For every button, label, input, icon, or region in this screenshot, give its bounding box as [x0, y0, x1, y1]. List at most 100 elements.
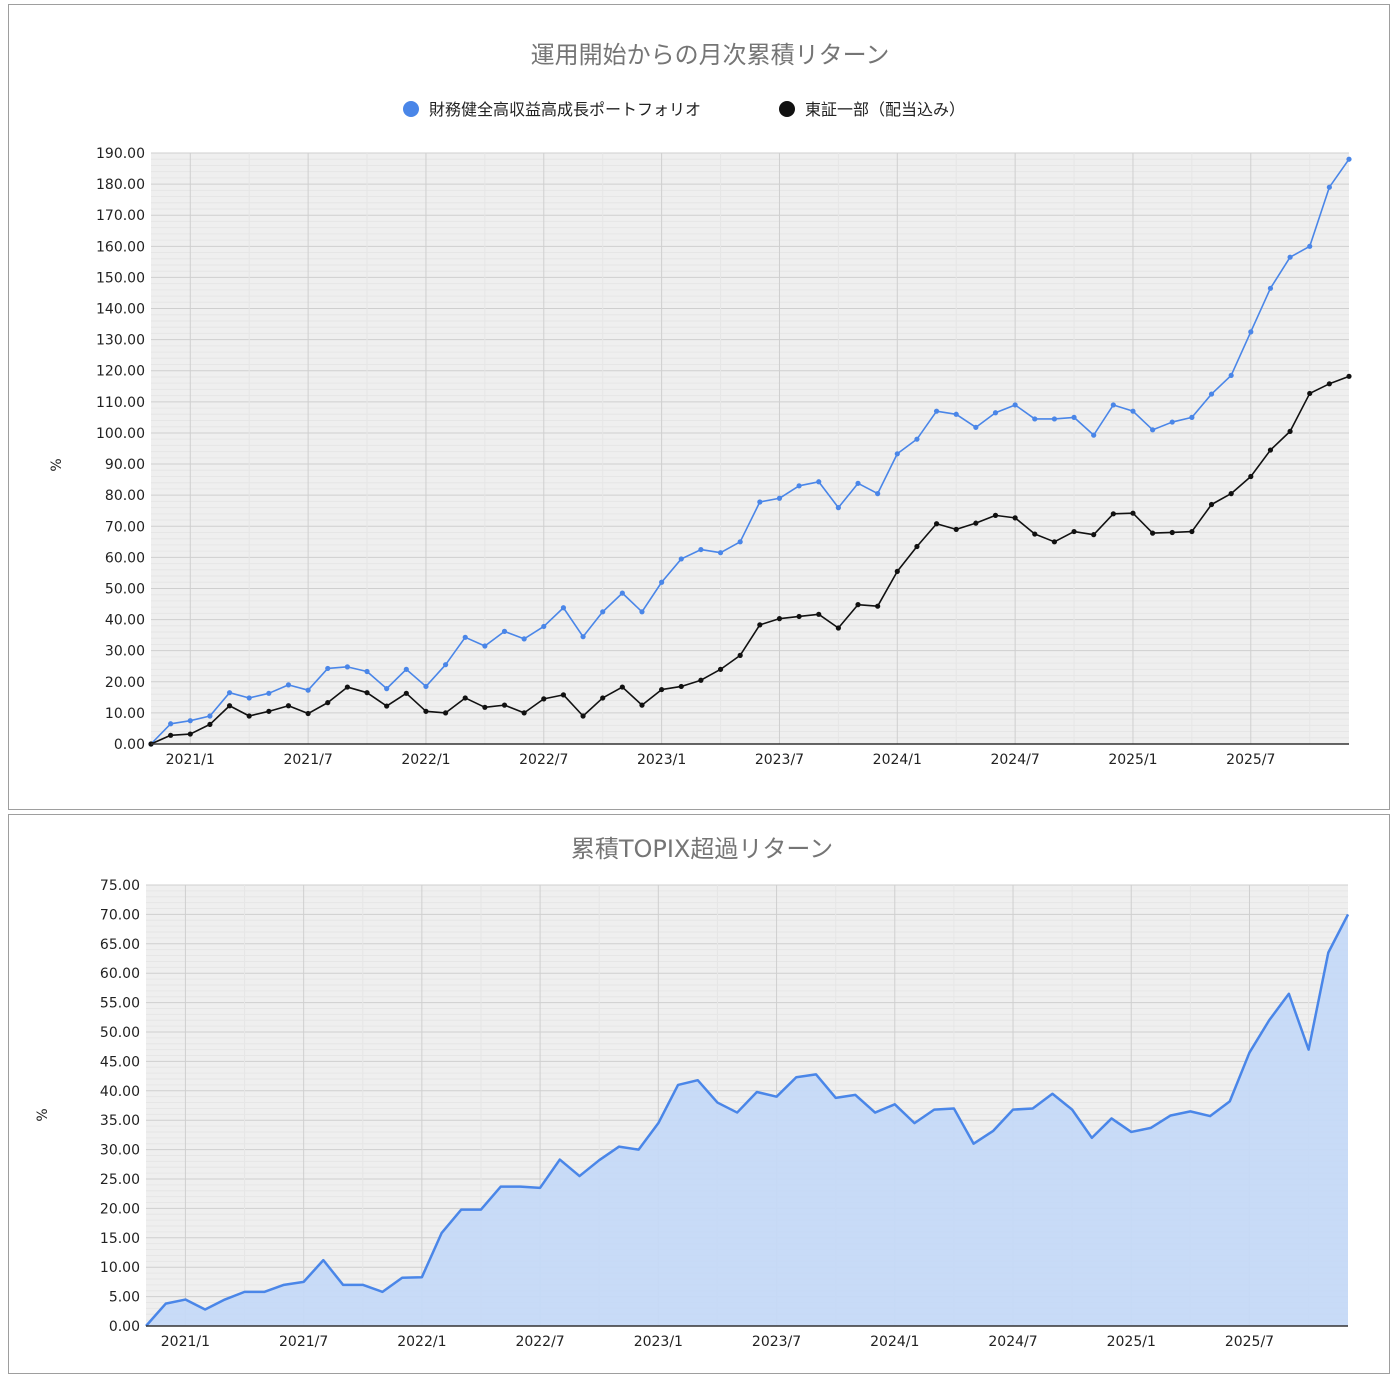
data-point-portfolio[interactable]: [364, 668, 370, 675]
data-point-topix[interactable]: [639, 702, 645, 708]
data-point-portfolio[interactable]: [914, 436, 920, 442]
data-point-portfolio[interactable]: [168, 721, 174, 727]
data-point-topix[interactable]: [1228, 491, 1234, 497]
data-point-portfolio[interactable]: [1051, 416, 1058, 422]
data-point-portfolio[interactable]: [1169, 419, 1175, 425]
data-point-topix[interactable]: [1287, 428, 1293, 434]
data-point-portfolio[interactable]: [1091, 432, 1097, 438]
data-point-topix[interactable]: [816, 611, 822, 617]
data-point-topix[interactable]: [933, 521, 940, 527]
data-point-topix[interactable]: [1208, 501, 1215, 508]
data-point-topix[interactable]: [442, 710, 449, 716]
data-point-topix[interactable]: [207, 721, 213, 728]
data-point-portfolio[interactable]: [1326, 184, 1332, 190]
data-point-portfolio[interactable]: [1150, 427, 1156, 433]
data-point-portfolio[interactable]: [226, 690, 233, 696]
data-point-topix[interactable]: [600, 695, 606, 701]
data-point-topix[interactable]: [482, 704, 488, 710]
data-point-topix[interactable]: [501, 702, 508, 708]
legend[interactable]: 財務健全高収益高成長ポートフォリオ 東証一部（配当込み）: [403, 100, 965, 119]
data-point-topix[interactable]: [580, 713, 586, 719]
data-point-portfolio[interactable]: [521, 636, 527, 642]
data-point-portfolio[interactable]: [1071, 414, 1077, 420]
data-point-portfolio[interactable]: [1130, 408, 1136, 414]
data-point-portfolio[interactable]: [992, 410, 999, 416]
data-point-topix[interactable]: [757, 622, 763, 628]
data-point-portfolio[interactable]: [344, 664, 350, 670]
data-point-topix[interactable]: [973, 520, 979, 526]
data-point-topix[interactable]: [1150, 530, 1156, 536]
data-point-topix[interactable]: [1032, 531, 1038, 537]
data-point-portfolio[interactable]: [1228, 372, 1234, 379]
data-point-portfolio[interactable]: [1032, 416, 1038, 422]
data-point-portfolio[interactable]: [1307, 243, 1313, 249]
data-point-topix[interactable]: [521, 710, 527, 716]
data-point-topix[interactable]: [796, 613, 802, 620]
data-point-portfolio[interactable]: [678, 556, 684, 562]
data-point-topix[interactable]: [619, 684, 625, 690]
data-point-portfolio[interactable]: [462, 634, 468, 640]
data-point-portfolio[interactable]: [442, 662, 449, 668]
data-point-topix[interactable]: [1051, 539, 1058, 545]
data-point-portfolio[interactable]: [187, 718, 193, 724]
data-point-portfolio[interactable]: [1208, 391, 1215, 397]
data-point-portfolio[interactable]: [560, 605, 567, 611]
data-point-topix[interactable]: [855, 602, 861, 608]
data-point-portfolio[interactable]: [1110, 402, 1116, 408]
data-point-topix[interactable]: [403, 690, 409, 696]
data-point-portfolio[interactable]: [835, 505, 841, 511]
data-point-portfolio[interactable]: [776, 495, 783, 501]
data-point-portfolio[interactable]: [325, 665, 331, 672]
data-point-portfolio[interactable]: [698, 546, 704, 553]
data-point-topix[interactable]: [894, 568, 900, 574]
data-point-portfolio[interactable]: [737, 539, 743, 545]
data-point-topix[interactable]: [226, 703, 233, 709]
data-point-topix[interactable]: [560, 692, 567, 698]
data-point-topix[interactable]: [1169, 529, 1175, 536]
data-point-portfolio[interactable]: [639, 609, 645, 615]
data-point-portfolio[interactable]: [423, 683, 429, 690]
data-point-topix[interactable]: [423, 708, 429, 714]
data-point-portfolio[interactable]: [1267, 285, 1274, 291]
data-point-portfolio[interactable]: [855, 480, 861, 486]
data-point-portfolio[interactable]: [1189, 414, 1195, 420]
data-point-portfolio[interactable]: [600, 609, 606, 615]
data-point-portfolio[interactable]: [482, 643, 488, 649]
data-point-topix[interactable]: [285, 703, 292, 709]
data-point-topix[interactable]: [737, 652, 743, 658]
data-point-portfolio[interactable]: [384, 686, 390, 692]
data-point-portfolio[interactable]: [285, 682, 292, 688]
data-point-portfolio[interactable]: [1248, 329, 1254, 335]
data-point-topix[interactable]: [1012, 515, 1018, 521]
data-point-portfolio[interactable]: [266, 690, 272, 696]
data-point-portfolio[interactable]: [659, 579, 665, 585]
data-point-topix[interactable]: [1110, 511, 1116, 517]
data-point-topix[interactable]: [462, 695, 468, 701]
data-point-topix[interactable]: [835, 625, 841, 631]
data-point-topix[interactable]: [168, 732, 174, 738]
data-point-portfolio[interactable]: [403, 666, 409, 672]
data-point-topix[interactable]: [1307, 390, 1313, 397]
data-point-portfolio[interactable]: [875, 491, 881, 497]
data-point-topix[interactable]: [187, 731, 193, 737]
data-point-topix[interactable]: [875, 603, 881, 609]
data-point-topix[interactable]: [266, 708, 272, 714]
data-point-portfolio[interactable]: [619, 590, 625, 596]
data-point-portfolio[interactable]: [717, 550, 724, 556]
data-point-topix[interactable]: [698, 677, 704, 683]
data-point-topix[interactable]: [344, 684, 350, 690]
data-point-topix[interactable]: [1346, 373, 1352, 379]
data-point-topix[interactable]: [1071, 528, 1077, 535]
data-point-topix[interactable]: [659, 686, 665, 693]
data-point-portfolio[interactable]: [973, 424, 979, 430]
data-point-topix[interactable]: [953, 526, 959, 532]
data-point-topix[interactable]: [914, 543, 920, 550]
data-point-portfolio[interactable]: [305, 687, 311, 693]
data-point-topix[interactable]: [246, 713, 252, 719]
data-point-portfolio[interactable]: [1346, 156, 1352, 162]
data-point-topix[interactable]: [541, 696, 547, 702]
data-point-portfolio[interactable]: [541, 623, 547, 630]
data-point-portfolio[interactable]: [933, 408, 940, 414]
data-point-topix[interactable]: [384, 703, 390, 709]
data-point-topix[interactable]: [717, 666, 724, 672]
